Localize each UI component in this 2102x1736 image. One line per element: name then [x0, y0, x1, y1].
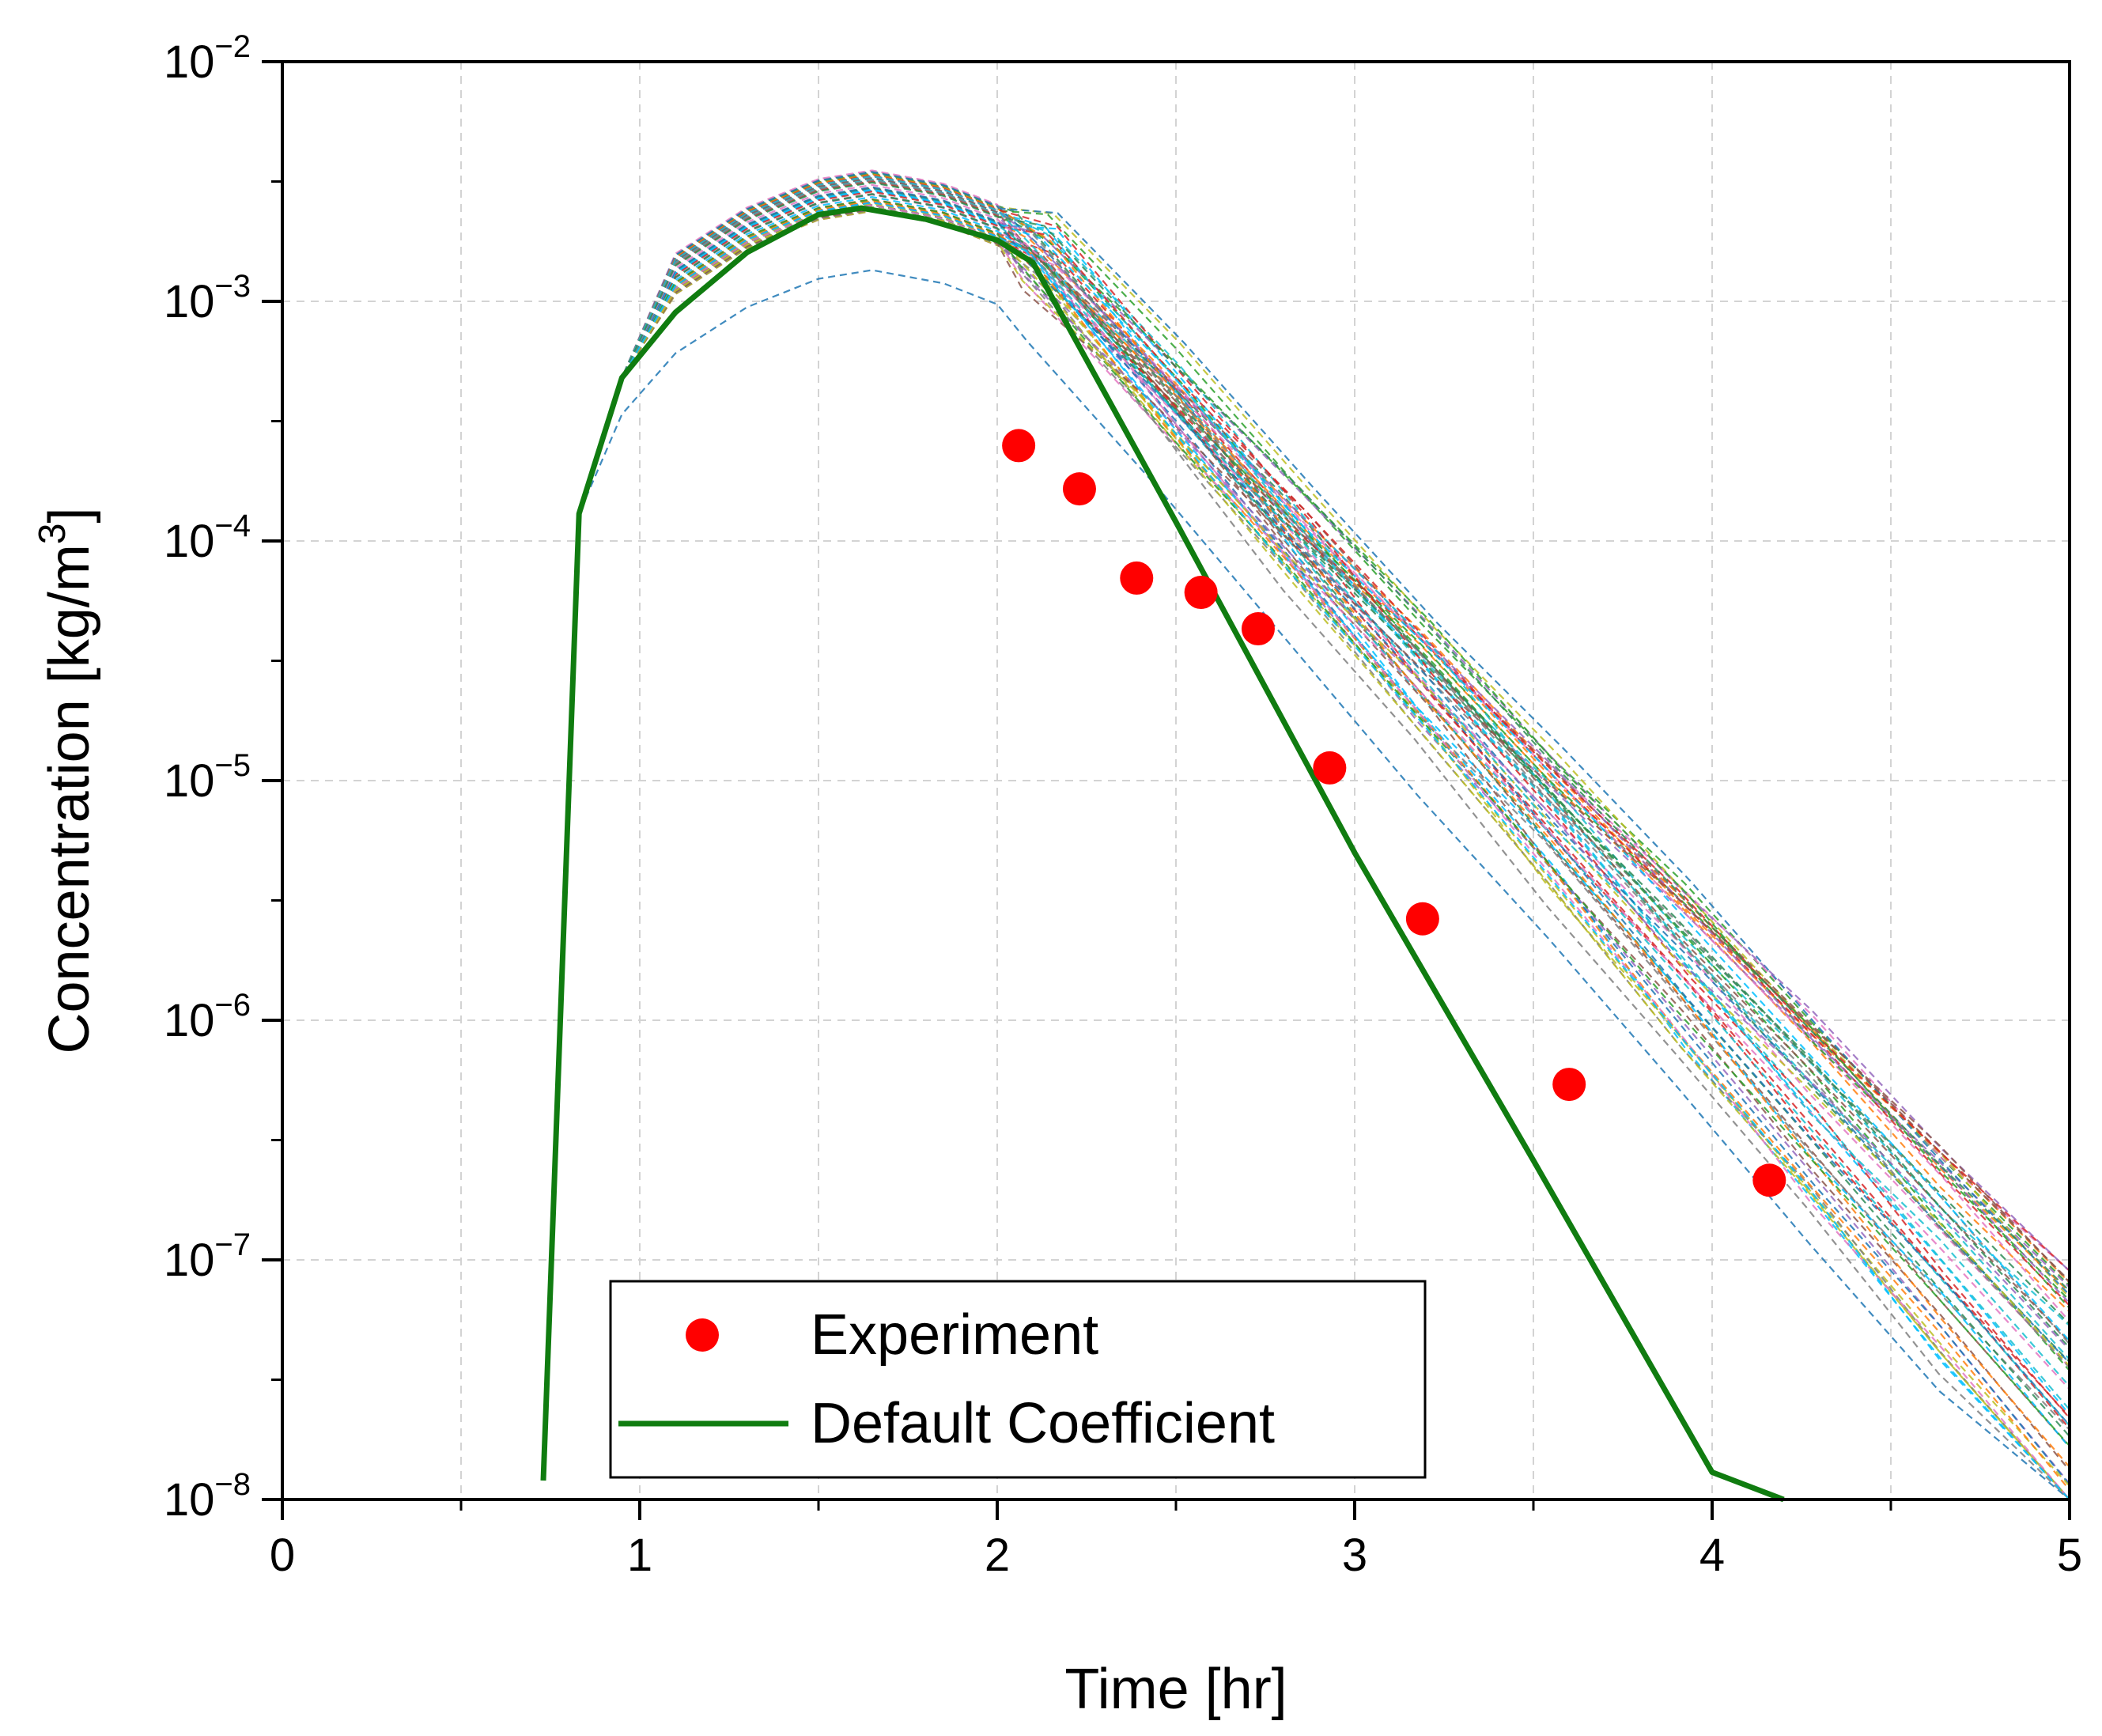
ensemble-run-line [542, 175, 2070, 1481]
ensemble-run-line [542, 193, 2070, 1481]
ensemble-run-line [542, 209, 2070, 1500]
series-layer [540, 205, 1786, 1503]
grid-lines [282, 62, 2070, 1500]
experiment-point [1184, 576, 1218, 610]
ensemble-run-line [542, 186, 2070, 1481]
ensemble-run-line [542, 206, 2070, 1481]
ensemble-run-line [542, 204, 2070, 1481]
y-tick-label: 10−8 [164, 1467, 251, 1526]
experiment-point [1405, 902, 1439, 936]
ensemble-run-line [542, 188, 2070, 1481]
x-tick-label: 3 [1342, 1530, 1367, 1581]
x-tick-label: 2 [985, 1530, 1010, 1581]
experiment-point [1062, 472, 1096, 506]
x-axis-title: Time [hr] [1064, 1658, 1287, 1721]
ensemble-run-line [542, 206, 2070, 1481]
axes: 0 1 2 3 4 5 10−2 10−3 10−4 10−5 10−6 10−7 10−8 Time [… [32, 29, 2082, 1721]
legend-default-label: Default Coefficient [811, 1392, 1275, 1455]
x-tick-label: 0 [270, 1530, 295, 1581]
x-tick-label: 1 [627, 1530, 652, 1581]
y-tick-label: 10−6 [164, 988, 251, 1046]
y-axis-title: Concentration [kg/m3] [32, 507, 101, 1053]
experiment-point [1552, 1068, 1586, 1102]
x-tick-label: 4 [1699, 1530, 1725, 1581]
legend-box [609, 1280, 1427, 1479]
ensemble-run-line [542, 269, 2070, 1500]
experiment-point [1120, 561, 1154, 595]
ensemble-run-line [542, 174, 2070, 1481]
experiment-point [1002, 429, 1036, 463]
legend-experiment-label: Experiment [811, 1303, 1098, 1367]
default-coefficient-line [540, 205, 1785, 1503]
y-tick-label: 10−3 [164, 269, 251, 327]
ensemble-run-line [542, 204, 2070, 1481]
ensemble-run-line [542, 187, 2070, 1481]
ensemble-run-line [542, 173, 2070, 1481]
ensemble-run-line [542, 173, 2070, 1481]
legend-experiment-marker [686, 1318, 719, 1352]
experiment-point [1313, 751, 1347, 785]
ensemble-run-line [542, 206, 2070, 1481]
ensemble-run-line [542, 175, 2070, 1481]
experiment-point [1752, 1163, 1786, 1197]
ensemble-run-line [542, 195, 2070, 1481]
experiment-point [1241, 612, 1275, 646]
ensemble-lines [542, 169, 2070, 1500]
y-tick-label: 10−4 [164, 509, 251, 567]
ensemble-run-line [542, 201, 2070, 1500]
ensemble-run-line [542, 181, 2070, 1481]
y-tick-label: 10−2 [164, 29, 251, 88]
x-tick-label: 5 [2057, 1530, 2082, 1581]
y-tick-label: 10−7 [164, 1227, 251, 1286]
y-tick-label: 10−5 [164, 748, 251, 807]
ensemble-run-line [542, 208, 2070, 1481]
ensemble-run-line [542, 203, 2070, 1481]
legend: Experiment Default Coefficient [609, 1280, 1427, 1479]
